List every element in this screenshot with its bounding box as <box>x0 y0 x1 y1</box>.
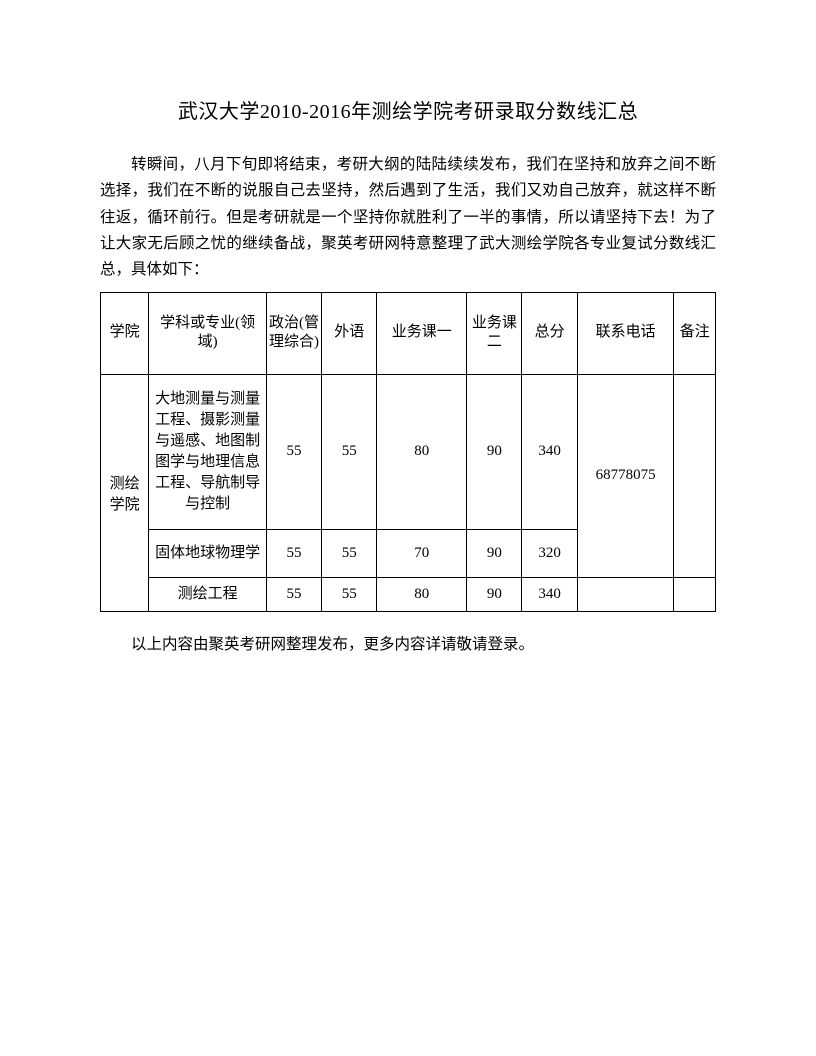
cell-note <box>674 374 716 577</box>
cell-politics: 55 <box>266 577 321 611</box>
cell-note <box>674 577 716 611</box>
cell-phone <box>577 577 674 611</box>
cell-course2: 90 <box>467 374 522 529</box>
cell-foreign: 55 <box>322 529 377 577</box>
cell-course1: 80 <box>377 374 467 529</box>
cell-total: 340 <box>522 374 577 529</box>
cell-politics: 55 <box>266 374 321 529</box>
footer-paragraph: 以上内容由聚英考研网整理发布，更多内容详请敬请登录。 <box>100 632 716 658</box>
intro-paragraph: 转瞬间，八月下旬即将结束，考研大纲的陆陆续续发布，我们在坚持和放弃之间不断选择，… <box>100 152 716 284</box>
cell-major: 大地测量与测量工程、摄影测量与遥感、地图制图学与地理信息工程、导航制导与控制 <box>149 374 266 529</box>
header-college: 学院 <box>101 292 149 374</box>
cell-total: 320 <box>522 529 577 577</box>
score-table-wrapper: 学院 学科或专业(领域) 政治(管理综合) 外语 业务课一 业务课二 总分 联系… <box>100 292 716 612</box>
header-total: 总分 <box>522 292 577 374</box>
cell-major: 固体地球物理学 <box>149 529 266 577</box>
header-note: 备注 <box>674 292 716 374</box>
cell-foreign: 55 <box>322 374 377 529</box>
cell-course1: 80 <box>377 577 467 611</box>
cell-phone: 68778075 <box>577 374 674 577</box>
header-course2: 业务课二 <box>467 292 522 374</box>
score-table: 学院 学科或专业(领域) 政治(管理综合) 外语 业务课一 业务课二 总分 联系… <box>100 292 716 612</box>
cell-foreign: 55 <box>322 577 377 611</box>
table-header-row: 学院 学科或专业(领域) 政治(管理综合) 外语 业务课一 业务课二 总分 联系… <box>101 292 716 374</box>
page-title: 武汉大学2010-2016年测绘学院考研录取分数线汇总 <box>100 95 716 124</box>
cell-course2: 90 <box>467 577 522 611</box>
header-politics: 政治(管理综合) <box>266 292 321 374</box>
cell-major: 测绘工程 <box>149 577 266 611</box>
cell-course2: 90 <box>467 529 522 577</box>
cell-course1: 70 <box>377 529 467 577</box>
table-row: 测绘工程 55 55 80 90 340 <box>101 577 716 611</box>
header-course1: 业务课一 <box>377 292 467 374</box>
header-major: 学科或专业(领域) <box>149 292 266 374</box>
cell-politics: 55 <box>266 529 321 577</box>
cell-college: 测绘学院 <box>101 374 149 611</box>
table-row: 测绘学院 大地测量与测量工程、摄影测量与遥感、地图制图学与地理信息工程、导航制导… <box>101 374 716 529</box>
cell-total: 340 <box>522 577 577 611</box>
header-foreign: 外语 <box>322 292 377 374</box>
header-phone: 联系电话 <box>577 292 674 374</box>
